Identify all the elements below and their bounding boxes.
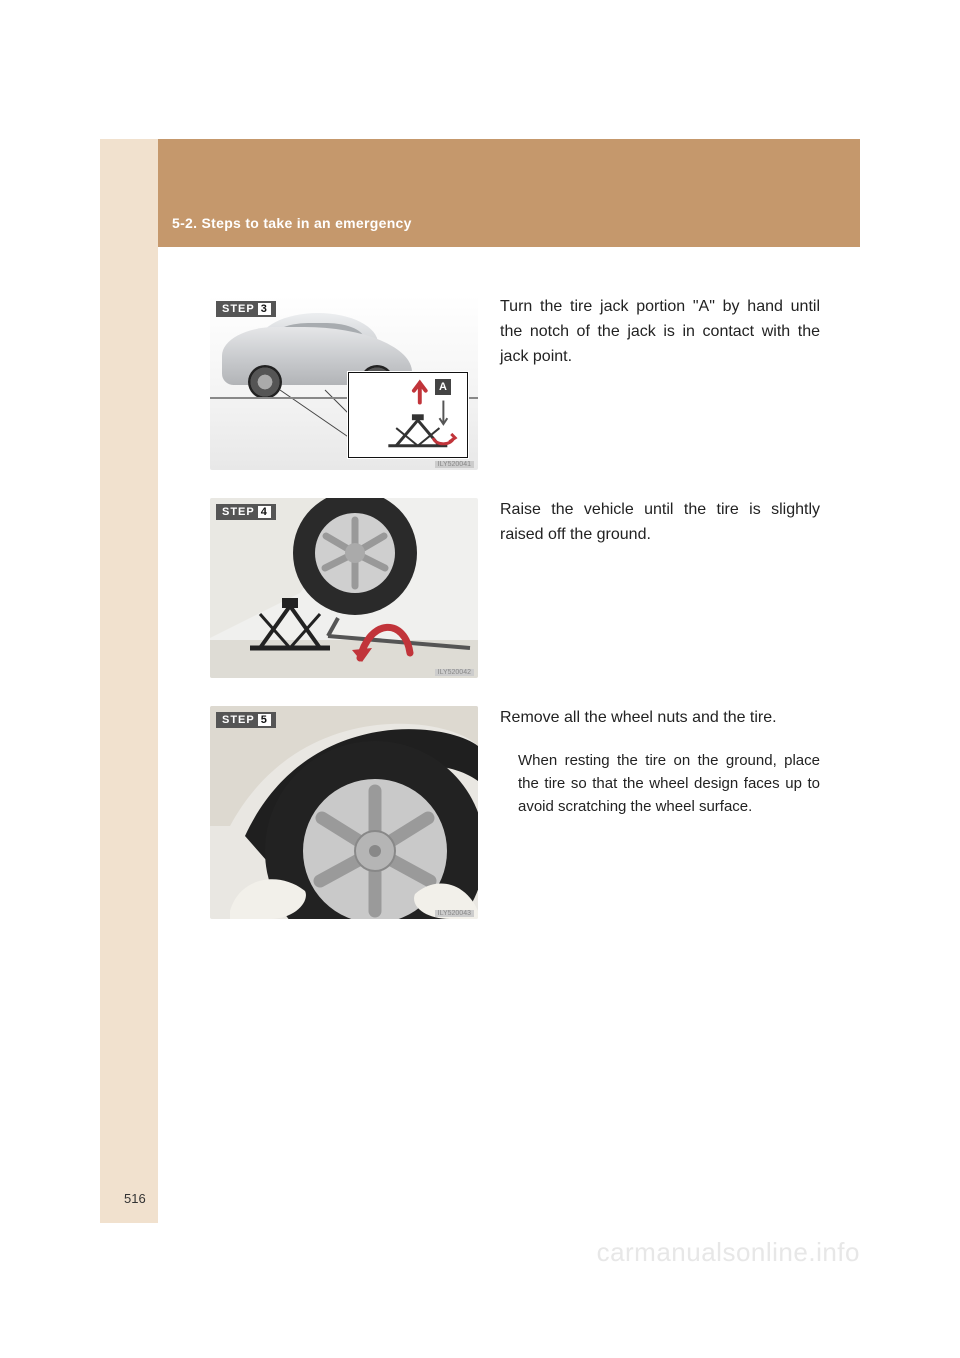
- side-band: [100, 139, 158, 1223]
- step-main-text: Raise the vehicle until the tire is slig…: [500, 498, 820, 548]
- step-row: STEP3 A: [210, 295, 820, 470]
- figure-code: ILY520042: [435, 669, 474, 676]
- section-title: 5-2. Steps to take in an emergency: [172, 215, 412, 231]
- page: 5-2. Steps to take in an emergency STEP3: [0, 0, 960, 1358]
- step-main-text: Remove all the wheel nuts and the tire.: [500, 706, 820, 731]
- figure-code: ILY520041: [435, 461, 474, 468]
- figure-step-4: STEP4: [210, 498, 478, 678]
- inset-panel: A: [348, 372, 468, 458]
- remove-tire-icon: [210, 706, 478, 919]
- step-main-text: Turn the tire jack portion "A" by hand u…: [500, 295, 820, 369]
- step-row: STEP5: [210, 706, 820, 919]
- page-number: 516: [124, 1191, 146, 1206]
- jack-icon: [349, 373, 467, 458]
- watermark-text: carmanualsonline.info: [597, 1237, 860, 1268]
- step-badge: STEP3: [216, 301, 276, 317]
- step-badge: STEP4: [216, 504, 276, 520]
- figure-code: ILY520043: [435, 910, 474, 917]
- step-text: Remove all the wheel nuts and the tire. …: [500, 706, 820, 819]
- step-number: 4: [258, 506, 271, 518]
- step-badge: STEP5: [216, 712, 276, 728]
- step-number: 3: [258, 303, 271, 315]
- step-sub-text: When resting the tire on the ground, pla…: [518, 749, 820, 819]
- step-row: STEP4: [210, 498, 820, 678]
- step-text: Turn the tire jack portion "A" by hand u…: [500, 295, 820, 369]
- figure-step-3: STEP3 A: [210, 295, 478, 470]
- raise-vehicle-icon: [210, 498, 478, 678]
- step-number: 5: [258, 714, 271, 726]
- content-area: STEP3 A: [210, 295, 820, 919]
- step-text: Raise the vehicle until the tire is slig…: [500, 498, 820, 548]
- car-wheel-rear: [248, 365, 282, 399]
- figure-step-5: STEP5: [210, 706, 478, 919]
